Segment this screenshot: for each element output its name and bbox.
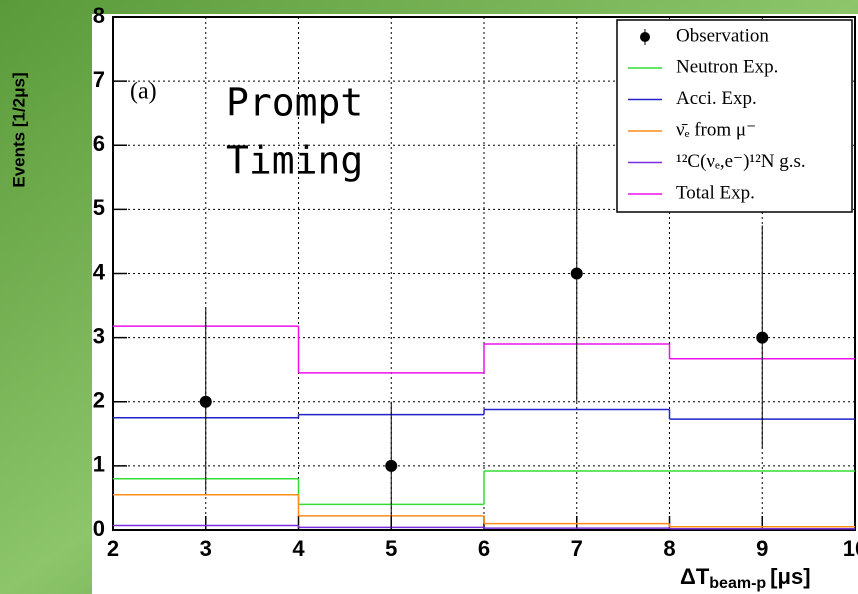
- y-tick-label: 6: [93, 131, 105, 156]
- x-tick-label: 7: [571, 536, 583, 561]
- observation-point: [570, 267, 583, 280]
- x-tick-label: 9: [756, 536, 768, 561]
- x-label-unit: [μs]: [770, 564, 810, 589]
- y-axis-label: Events [1/2μs]: [9, 72, 28, 187]
- x-tick-label: 5: [385, 536, 397, 561]
- x-axis-label: ΔTbeam-p [μs]: [680, 564, 811, 592]
- legend-label: Total Exp.: [676, 182, 755, 203]
- x-label-sub: beam-p: [709, 575, 766, 592]
- y-tick-label: 5: [93, 195, 105, 220]
- legend-label: Neutron Exp.: [676, 56, 778, 77]
- panel-label: (a): [130, 79, 157, 105]
- x-tick-label: 6: [478, 536, 490, 561]
- legend: Observation Neutron Exp. Acci. Exp. ν̄ₑ fro…: [616, 19, 853, 213]
- observation-point: [756, 331, 769, 344]
- annotation: Timing: [226, 139, 363, 183]
- x-label-main: ΔT: [680, 564, 710, 589]
- x-tick-label: 3: [200, 536, 212, 561]
- y-tick-label: 7: [93, 67, 105, 92]
- observation-point: [385, 459, 398, 472]
- legend-label: ν̄ₑ from μ⁻: [676, 119, 756, 140]
- x-tick-label: 8: [663, 536, 675, 561]
- x-tick-label: 10: [843, 536, 858, 561]
- plot-frame: [112, 16, 856, 531]
- observation-point: [199, 395, 212, 408]
- y-tick-label: 4: [93, 259, 106, 284]
- y-tick-label: 1: [93, 452, 105, 477]
- legend-box: [616, 19, 853, 213]
- legend-label: Acci. Exp.: [676, 88, 757, 109]
- x-tick-label: 4: [292, 536, 305, 561]
- y-tick-label: 2: [93, 388, 105, 413]
- y-tick-label: 8: [93, 3, 105, 28]
- x-tick-label: 2: [107, 536, 119, 561]
- y-tick-label: 0: [93, 516, 105, 541]
- annotation: Prompt: [226, 81, 363, 125]
- legend-label: Observation: [676, 25, 769, 46]
- y-tick-label: 3: [93, 323, 105, 348]
- legend-label: ¹²C(νₑ,e⁻)¹²N g.s.: [676, 151, 806, 172]
- legend-marker: [640, 32, 650, 42]
